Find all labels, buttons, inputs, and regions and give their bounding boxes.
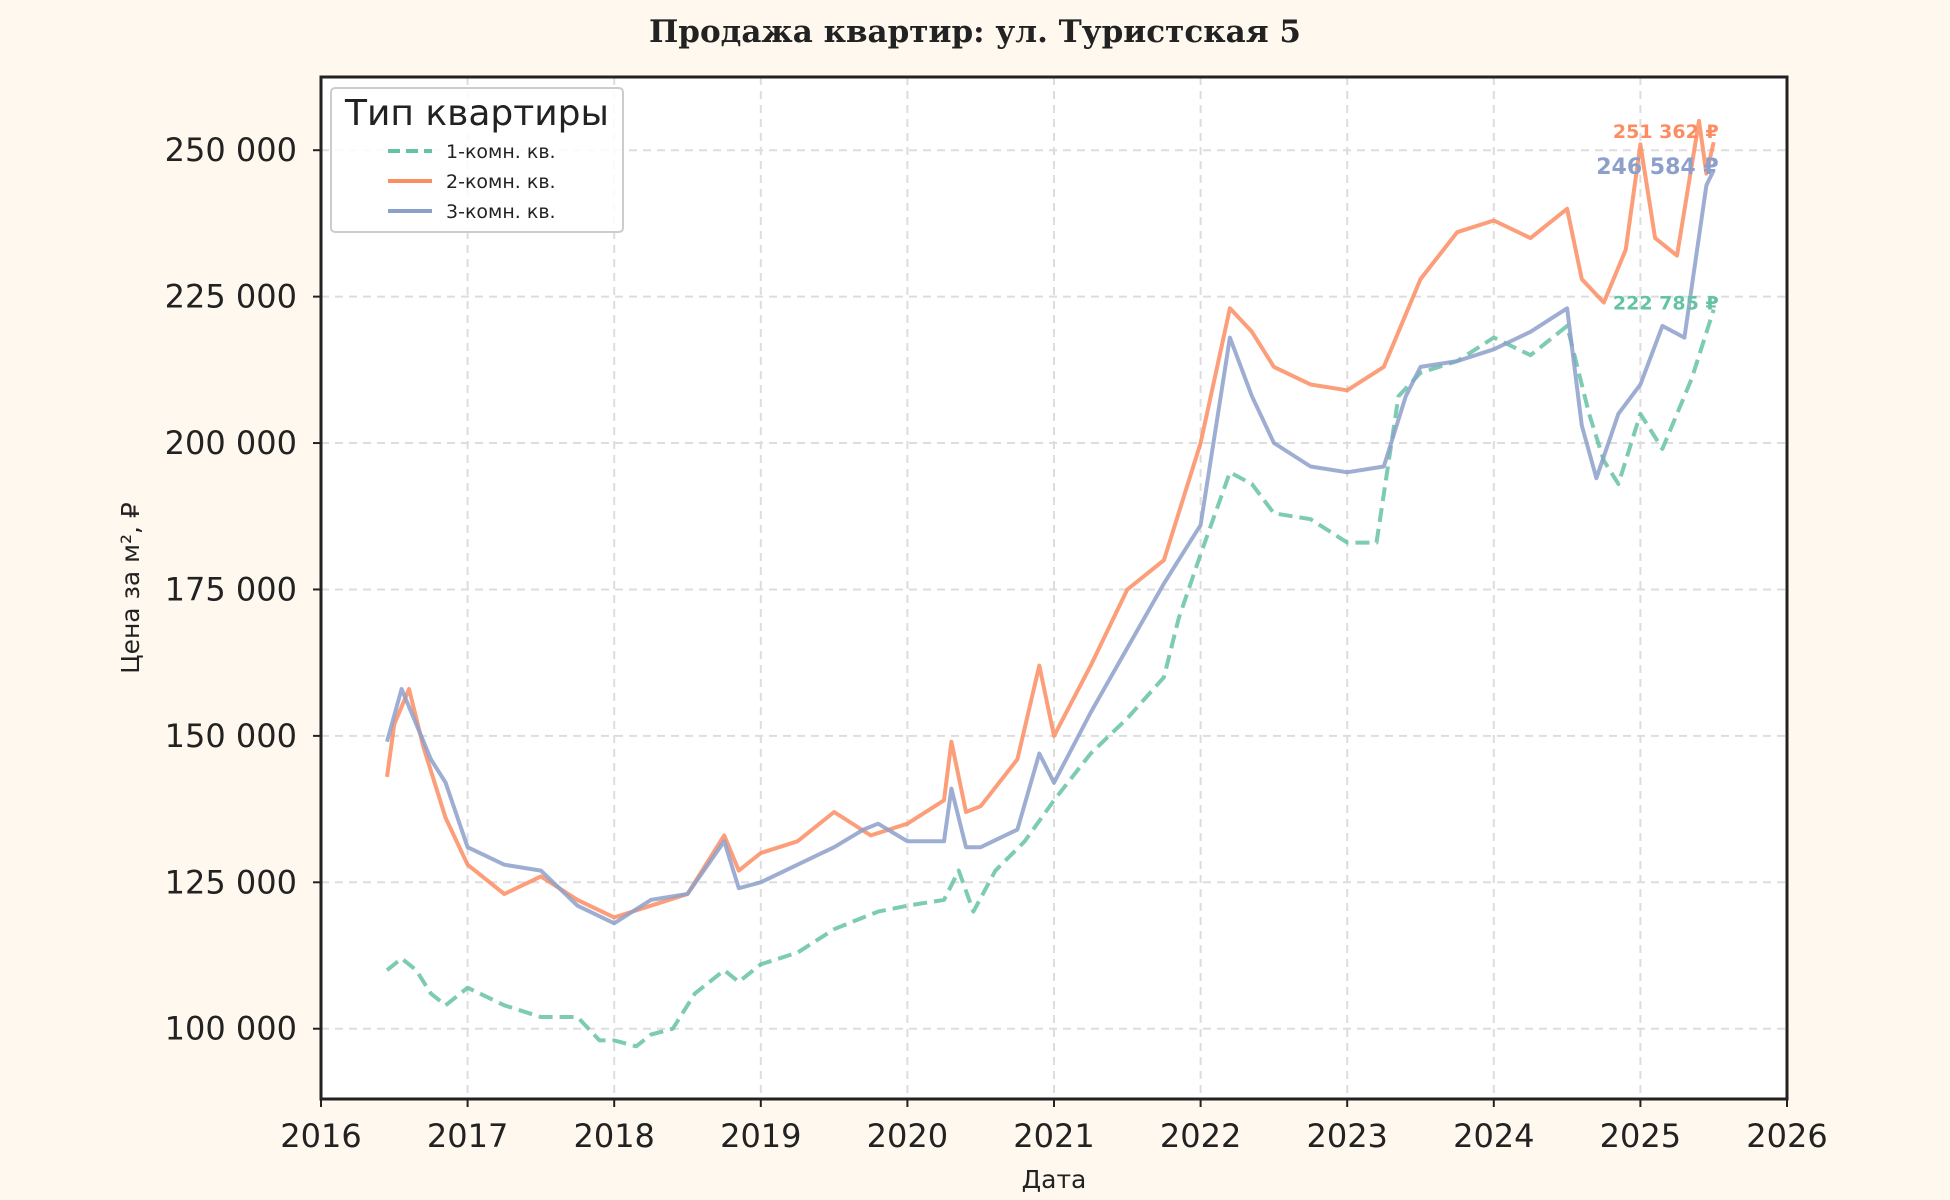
x-tick-label: 2017: [427, 1117, 508, 1155]
x-tick-label: 2023: [1306, 1117, 1387, 1155]
series-line-2: [385, 118, 1716, 920]
grid: [321, 77, 1787, 1099]
x-tick-label: 2019: [720, 1117, 801, 1155]
y-tick-label: 200 000: [165, 424, 297, 462]
y-axis-ticks: 100 000 125 000 150 000 175 000 200 000 225 0…: [165, 131, 321, 1048]
legend-items: 1-комн. кв. 2-комн. кв. 3-комн. кв.: [388, 141, 556, 223]
x-tick-label: 2026: [1746, 1117, 1827, 1155]
chart-title: Продажа квартир: ул. Туристская 5: [649, 14, 1301, 50]
legend-label: 3-комн. кв.: [446, 201, 556, 223]
x-tick-label: 2016: [280, 1117, 361, 1155]
y-tick-label: 225 000: [165, 278, 297, 316]
series-end-label: 222 785 ₽: [1613, 293, 1719, 315]
end-labels: 222 785 ₽ 251 362 ₽ 246 584 ₽: [1596, 121, 1718, 314]
x-tick-label: 2022: [1160, 1117, 1241, 1155]
x-axis-ticks: 2016 2017 2018 2019 2020 2021 2022 2023 2024 2025…: [280, 1099, 1828, 1155]
series-layer: [385, 118, 1716, 1049]
series-end-label: 251 362 ₽: [1613, 121, 1719, 143]
x-tick-label: 2021: [1013, 1117, 1094, 1155]
legend-title: Тип квартиры: [344, 93, 609, 134]
x-tick-label: 2020: [867, 1117, 948, 1155]
y-tick-label: 175 000: [165, 570, 297, 608]
y-axis-label: Цена за м², ₽: [116, 502, 145, 674]
y-tick-label: 150 000: [165, 717, 297, 755]
x-axis-label: Дата: [1022, 1165, 1087, 1194]
y-tick-label: 250 000: [165, 131, 297, 169]
series-end-label: 246 584 ₽: [1596, 155, 1718, 180]
y-tick-label: 100 000: [165, 1010, 297, 1048]
x-tick-label: 2025: [1600, 1117, 1681, 1155]
legend-label: 1-комн. кв.: [446, 141, 556, 163]
legend-box: [330, 87, 624, 233]
x-tick-label: 2024: [1453, 1117, 1534, 1155]
series-line-3: [385, 169, 1716, 926]
legend-label: 2-комн. кв.: [446, 171, 556, 193]
y-tick-label: 125 000: [165, 863, 297, 901]
x-tick-label: 2018: [573, 1117, 654, 1155]
legend: Тип квартиры 1-комн. кв. 2-комн. кв. 3-ком…: [330, 87, 624, 233]
